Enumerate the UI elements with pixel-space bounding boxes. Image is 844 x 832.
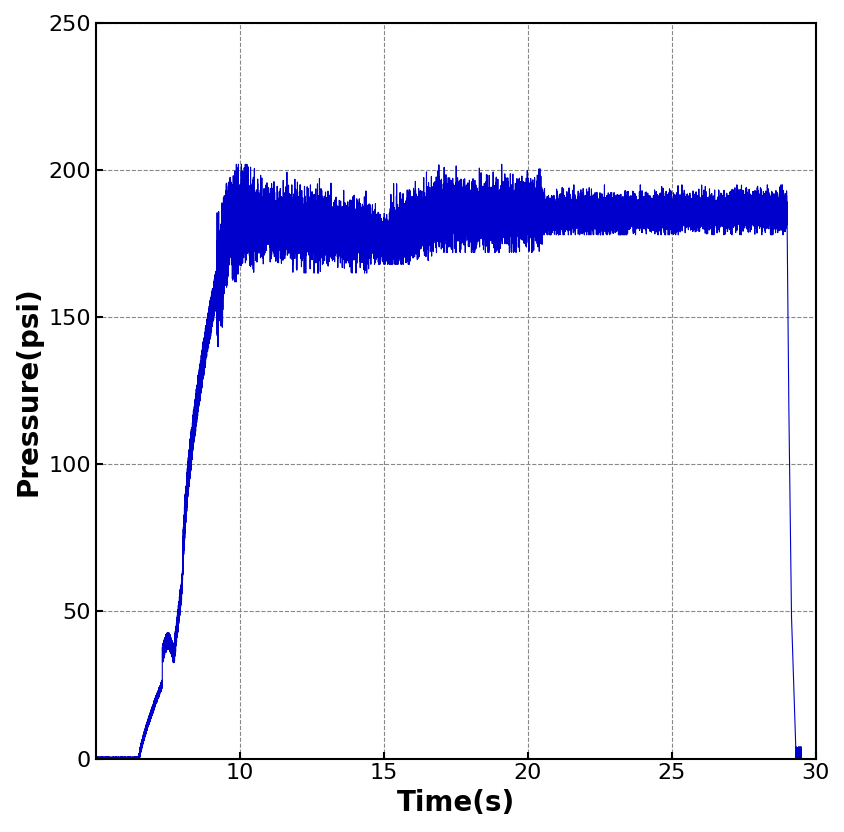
Y-axis label: Pressure(psi): Pressure(psi) [15,286,43,496]
X-axis label: Time(s): Time(s) [397,789,515,817]
